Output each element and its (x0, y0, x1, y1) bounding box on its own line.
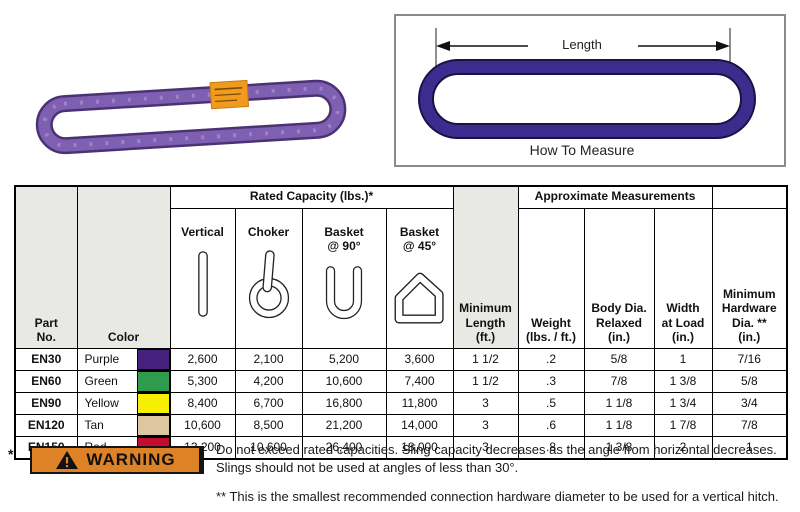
part-no-cell: EN120 (14, 413, 78, 437)
cell-body-dia: 5/8 (583, 347, 655, 371)
cell-width-at-load: 1 7/8 (653, 413, 713, 437)
table-row: EN30 Purple 2,600 2,100 5,200 3,600 1 1/… (14, 347, 788, 371)
cell-vertical: 2,600 (169, 347, 236, 371)
sling-ring-illustration (418, 59, 756, 139)
warning-text: Do not exceed rated capacities. Sling ca… (216, 442, 777, 475)
header-body-dia: Body Dia. Relaxed (in.) (583, 207, 655, 349)
cell-basket45: 3,600 (385, 347, 454, 371)
how-to-measure-caption: How To Measure (529, 142, 635, 158)
header-vertical: Vertical (169, 207, 236, 349)
header-color: Color (76, 185, 171, 349)
color-name: Tan (84, 418, 104, 433)
table-row: EN60 Green 5,300 4,200 10,600 7,400 1 1/… (14, 369, 788, 393)
cell-choker: 10,600 (234, 435, 303, 460)
warning-triangle-icon (56, 451, 79, 469)
cell-basket45: 7,400 (385, 369, 454, 393)
cell-min-length: 3 (452, 413, 519, 437)
cell-choker: 8,500 (234, 413, 303, 437)
cell-vertical: 5,300 (169, 369, 236, 393)
color-cell: Tan (76, 413, 171, 437)
spec-table: Part No. Color Rated Capacity (lbs.)* Mi… (14, 185, 789, 460)
cell-vertical: 8,400 (169, 391, 236, 415)
cell-choker: 2,100 (234, 347, 303, 371)
color-swatch (136, 414, 170, 436)
cell-basket45: 11,800 (385, 391, 454, 415)
cell-min-length: 3 (452, 391, 519, 415)
cell-weight: .2 (517, 347, 585, 371)
header-min-hardware: Minimum Hardware Dia. ** (in.) (711, 207, 788, 349)
cell-min-hardware: 5/8 (711, 369, 788, 393)
cell-vertical: 10,600 (169, 413, 236, 437)
sling-photo (35, 79, 347, 155)
length-label: Length (556, 37, 608, 52)
measure-diagram (418, 28, 756, 139)
vertical-hitch-icon (197, 251, 208, 317)
header-basket-90: Basket @ 90° (301, 207, 387, 349)
cell-basket90: 5,200 (301, 347, 387, 371)
basket-45-icon (394, 272, 444, 324)
cell-min-hardware: 7/8 (711, 413, 788, 437)
cell-min-length: 3 (452, 435, 519, 460)
header-part-no: Part No. (14, 185, 78, 349)
header-basket-45: Basket @ 45° (385, 207, 454, 349)
cell-width-at-load: 1 3/4 (653, 391, 713, 415)
header-width-at-load: Width at Load (in.) (653, 207, 713, 349)
header-weight: Weight (lbs. / ft.) (517, 207, 585, 349)
sling-tag (209, 79, 250, 110)
cell-body-dia: 7/8 (583, 369, 655, 393)
table-row: EN90 Yellow 8,400 6,700 16,800 11,800 3 … (14, 391, 788, 415)
header-min-length: Minimum Length (ft.) (452, 185, 519, 349)
color-swatch (136, 392, 170, 414)
table-row: EN120 Tan 10,600 8,500 21,200 14,000 3 .… (14, 413, 788, 437)
cell-basket90: 16,800 (301, 391, 387, 415)
part-no-cell: EN30 (14, 347, 78, 371)
choker-label: Choker (247, 224, 290, 239)
cell-min-length: 1 1/2 (452, 347, 519, 371)
cell-weight: .5 (517, 391, 585, 415)
color-cell: Yellow (76, 391, 171, 415)
cell-basket90: 26,400 (301, 435, 387, 460)
hardware-footnote: ** This is the smallest recommended conn… (216, 489, 779, 504)
cell-basket90: 10,600 (301, 369, 387, 393)
header-choker: Choker (234, 207, 303, 349)
basket-90-icon (325, 265, 363, 319)
color-name: Green (84, 374, 118, 389)
cell-body-dia: 1 1/8 (583, 413, 655, 437)
color-name: Yellow (84, 396, 119, 411)
cell-width-at-load: 1 3/8 (653, 369, 713, 393)
cell-min-length: 1 1/2 (452, 369, 519, 393)
color-swatch (136, 370, 170, 392)
choker-hitch-icon (248, 250, 289, 318)
warning-label: WARNING (86, 450, 176, 469)
basket-90-label: Basket @ 90° (324, 224, 364, 253)
header-rated-capacity: Rated Capacity (lbs.)* (169, 185, 454, 209)
warning-box: WARNING (30, 446, 204, 474)
part-no-cell: EN90 (14, 391, 78, 415)
cell-width-at-load: 2 (653, 435, 713, 460)
color-cell: Purple (76, 347, 171, 371)
vertical-label: Vertical (181, 224, 224, 239)
cell-basket45: 14,000 (385, 413, 454, 437)
color-name: Purple (84, 352, 120, 367)
cell-choker: 4,200 (234, 369, 303, 393)
cell-basket90: 21,200 (301, 413, 387, 437)
part-no-cell: EN60 (14, 369, 78, 393)
cell-weight: .6 (517, 413, 585, 437)
basket-45-label: Basket @ 45° (399, 224, 440, 253)
cell-body-dia: 1 1/8 (583, 391, 655, 415)
header-spacer-cell (711, 185, 788, 209)
cell-min-hardware: 1 (711, 435, 788, 460)
color-swatch (136, 348, 170, 370)
cell-body-dia: 1 3/8 (583, 435, 655, 460)
cell-weight: .3 (517, 369, 585, 393)
warning-asterisk: * (8, 446, 14, 462)
cell-min-hardware: 3/4 (711, 391, 788, 415)
cell-width-at-load: 1 (653, 347, 713, 371)
cell-min-hardware: 7/16 (711, 347, 788, 371)
color-cell: Green (76, 369, 171, 393)
how-to-measure-panel: Length How To Measure (394, 14, 786, 167)
header-approx-measurements: Approximate Measurements (517, 185, 713, 209)
cell-choker: 6,700 (234, 391, 303, 415)
